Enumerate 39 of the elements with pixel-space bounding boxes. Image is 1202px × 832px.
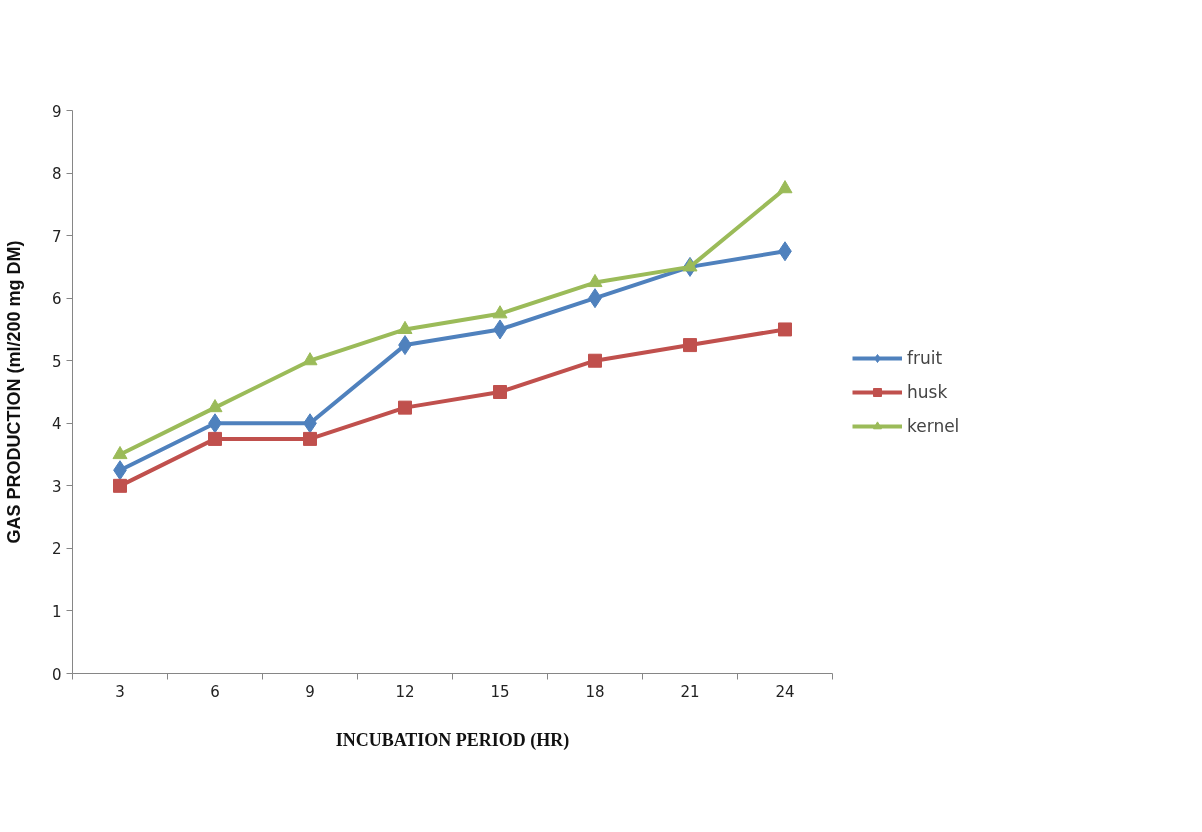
point <box>113 478 127 493</box>
legend-label: kernel <box>907 415 960 436</box>
point <box>588 353 602 368</box>
point <box>207 399 223 413</box>
x-tick-label: 9 <box>305 682 315 701</box>
y-tick-label: 8 <box>51 165 62 184</box>
y-tick-label: 9 <box>51 102 62 121</box>
point <box>682 258 698 272</box>
x-axis-title: INCUBATION PERIOD (HR) <box>335 729 570 751</box>
point <box>777 180 793 194</box>
y-tick-label: 3 <box>51 477 62 496</box>
y-tick-label: 0 <box>51 665 62 684</box>
x-tick-label: 24 <box>775 682 795 701</box>
legend-label: husk <box>907 381 948 402</box>
point <box>778 322 792 337</box>
x-tick-label: 21 <box>680 682 700 701</box>
point <box>397 320 413 334</box>
point <box>208 431 222 446</box>
point <box>683 338 697 353</box>
point <box>112 445 128 460</box>
point <box>303 431 317 446</box>
y-tick-label: 4 <box>51 415 62 434</box>
point <box>493 385 507 399</box>
point <box>587 273 603 288</box>
x-tick-label: 12 <box>395 682 415 701</box>
y-tick-label: 2 <box>51 540 62 559</box>
point <box>302 352 318 366</box>
y-tick-label: 7 <box>51 227 62 246</box>
y-tick-label: 5 <box>51 352 62 371</box>
x-tick-label: 18 <box>585 682 605 701</box>
x-tick-label: 3 <box>115 682 125 701</box>
x-tick-label: 6 <box>210 682 220 701</box>
legend-label: fruit <box>907 347 943 368</box>
point <box>492 305 508 319</box>
y-tick-label: 1 <box>51 602 62 621</box>
x-tick-label: 15 <box>490 682 510 701</box>
y-axis-title: GAS PRODUCTION (ml/200 mg DM) <box>3 240 24 544</box>
y-tick-label: 6 <box>51 290 62 309</box>
point <box>398 400 412 415</box>
